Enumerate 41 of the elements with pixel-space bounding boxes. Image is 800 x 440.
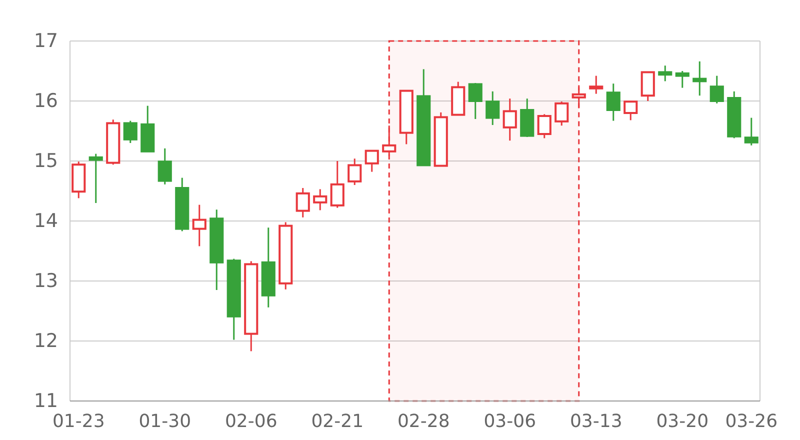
candlestick: [330, 160, 344, 209]
x-tick-label: 01-23: [52, 411, 105, 432]
candlestick: [364, 150, 379, 173]
candlestick: [640, 71, 655, 102]
candlestick: [658, 64, 672, 82]
x-tick-label: 03-13: [570, 411, 622, 432]
candlestick: [296, 187, 310, 218]
candlestick: [554, 100, 569, 126]
y-tick-label: 11: [34, 390, 58, 412]
candlestick: [744, 117, 758, 146]
candlestick: [158, 148, 172, 186]
x-tick-label: 02-06: [224, 411, 278, 432]
candlestick: [589, 75, 604, 95]
candlestick: [624, 100, 638, 121]
candlestick: [710, 75, 724, 104]
candlestick: [123, 120, 138, 144]
y-tick-label: 13: [34, 270, 58, 292]
x-tick-label: 02-28: [397, 411, 450, 432]
candlestick: [572, 86, 586, 108]
x-tick-label: 03-06: [484, 411, 536, 432]
candlestick: [192, 204, 206, 247]
candlestick: [88, 153, 103, 204]
candlestick: [537, 113, 552, 139]
x-tick-label: 01-30: [138, 411, 192, 432]
candlestick: [502, 98, 517, 142]
candlestick: [382, 124, 396, 156]
candlestick: [675, 70, 690, 89]
candlestick: [486, 90, 500, 126]
x-tick-label: 03-26: [725, 411, 778, 432]
candlestick: [348, 158, 362, 186]
x-tick-label: 03-20: [656, 411, 709, 432]
candlestick: [313, 188, 328, 211]
y-tick-label: 14: [34, 210, 58, 232]
candlestick: [606, 82, 620, 122]
candlestick: [468, 82, 482, 120]
y-tick-label: 12: [34, 330, 58, 352]
y-tick-label: 17: [34, 30, 58, 52]
y-tick-label: 16: [34, 90, 58, 112]
x-tick-label: 02-21: [311, 411, 364, 432]
y-tick-label: 15: [34, 150, 58, 172]
candlestick: [692, 60, 707, 96]
